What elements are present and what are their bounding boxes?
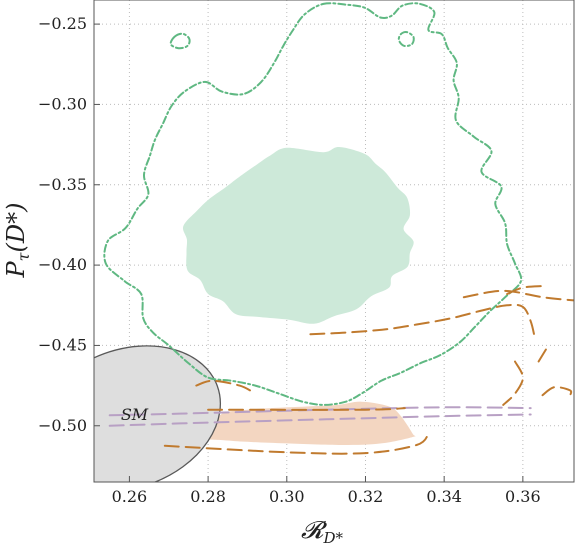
regions xyxy=(94,2,574,482)
x-axis-label-sub: D* xyxy=(322,529,343,546)
plot-frame xyxy=(93,0,575,483)
y-tick-label-3: −0.40 xyxy=(38,255,87,274)
dashed-contour-14 xyxy=(502,360,524,406)
x-tick-label-0: 0.26 xyxy=(112,487,148,506)
dashed-contour-16 xyxy=(537,347,548,363)
y-axis-label: Pτ(D*) xyxy=(2,203,33,279)
x-tick-label-3: 0.32 xyxy=(348,487,384,506)
dashed-contour-13 xyxy=(506,285,544,295)
dashed-contour-8 xyxy=(207,407,406,411)
dotdash-contour-5 xyxy=(397,31,415,48)
x-ticks: 0.26 0.28 0.30 0.32 0.34 0.36 xyxy=(112,476,541,506)
y-tick-label-2: −0.35 xyxy=(38,175,87,194)
dashed-contour-15 xyxy=(541,386,573,397)
x-tick-label-2: 0.30 xyxy=(269,487,305,506)
y-axis-label-paren: (D*) xyxy=(2,203,30,253)
dashed-contour-11 xyxy=(309,303,536,339)
dashed-contour-10 xyxy=(195,379,257,395)
dashed-contour-12 xyxy=(462,289,574,302)
filled-region-0 xyxy=(182,146,414,324)
annotations: SM xyxy=(121,405,149,424)
dashed-contour-6 xyxy=(108,413,532,427)
dotdash-contour-3 xyxy=(103,2,523,406)
y-tick-label-0: −0.25 xyxy=(38,14,87,33)
x-tick-label-4: 0.34 xyxy=(426,487,462,506)
y-tick-label-1: −0.30 xyxy=(38,94,87,113)
y-ticks: −0.25 −0.30 −0.35 −0.40 −0.45 −0.50 xyxy=(38,14,100,435)
y-axis-label-main: P xyxy=(2,260,30,278)
annotation-sm: SM xyxy=(121,405,149,424)
dotdash-contour-4 xyxy=(169,32,191,50)
sm-ellipse-2 xyxy=(94,345,222,482)
y-tick-label-5: −0.50 xyxy=(38,416,87,435)
y-axis-label-sub: τ xyxy=(14,251,33,261)
filled-region-1 xyxy=(197,401,416,445)
y-tick-label-4: −0.45 xyxy=(38,335,87,354)
x-tick-label-1: 0.28 xyxy=(190,487,226,506)
x-axis-label: 𝓡D* xyxy=(301,516,343,546)
x-tick-label-5: 0.36 xyxy=(505,487,541,506)
dashed-contour-9 xyxy=(163,432,430,455)
